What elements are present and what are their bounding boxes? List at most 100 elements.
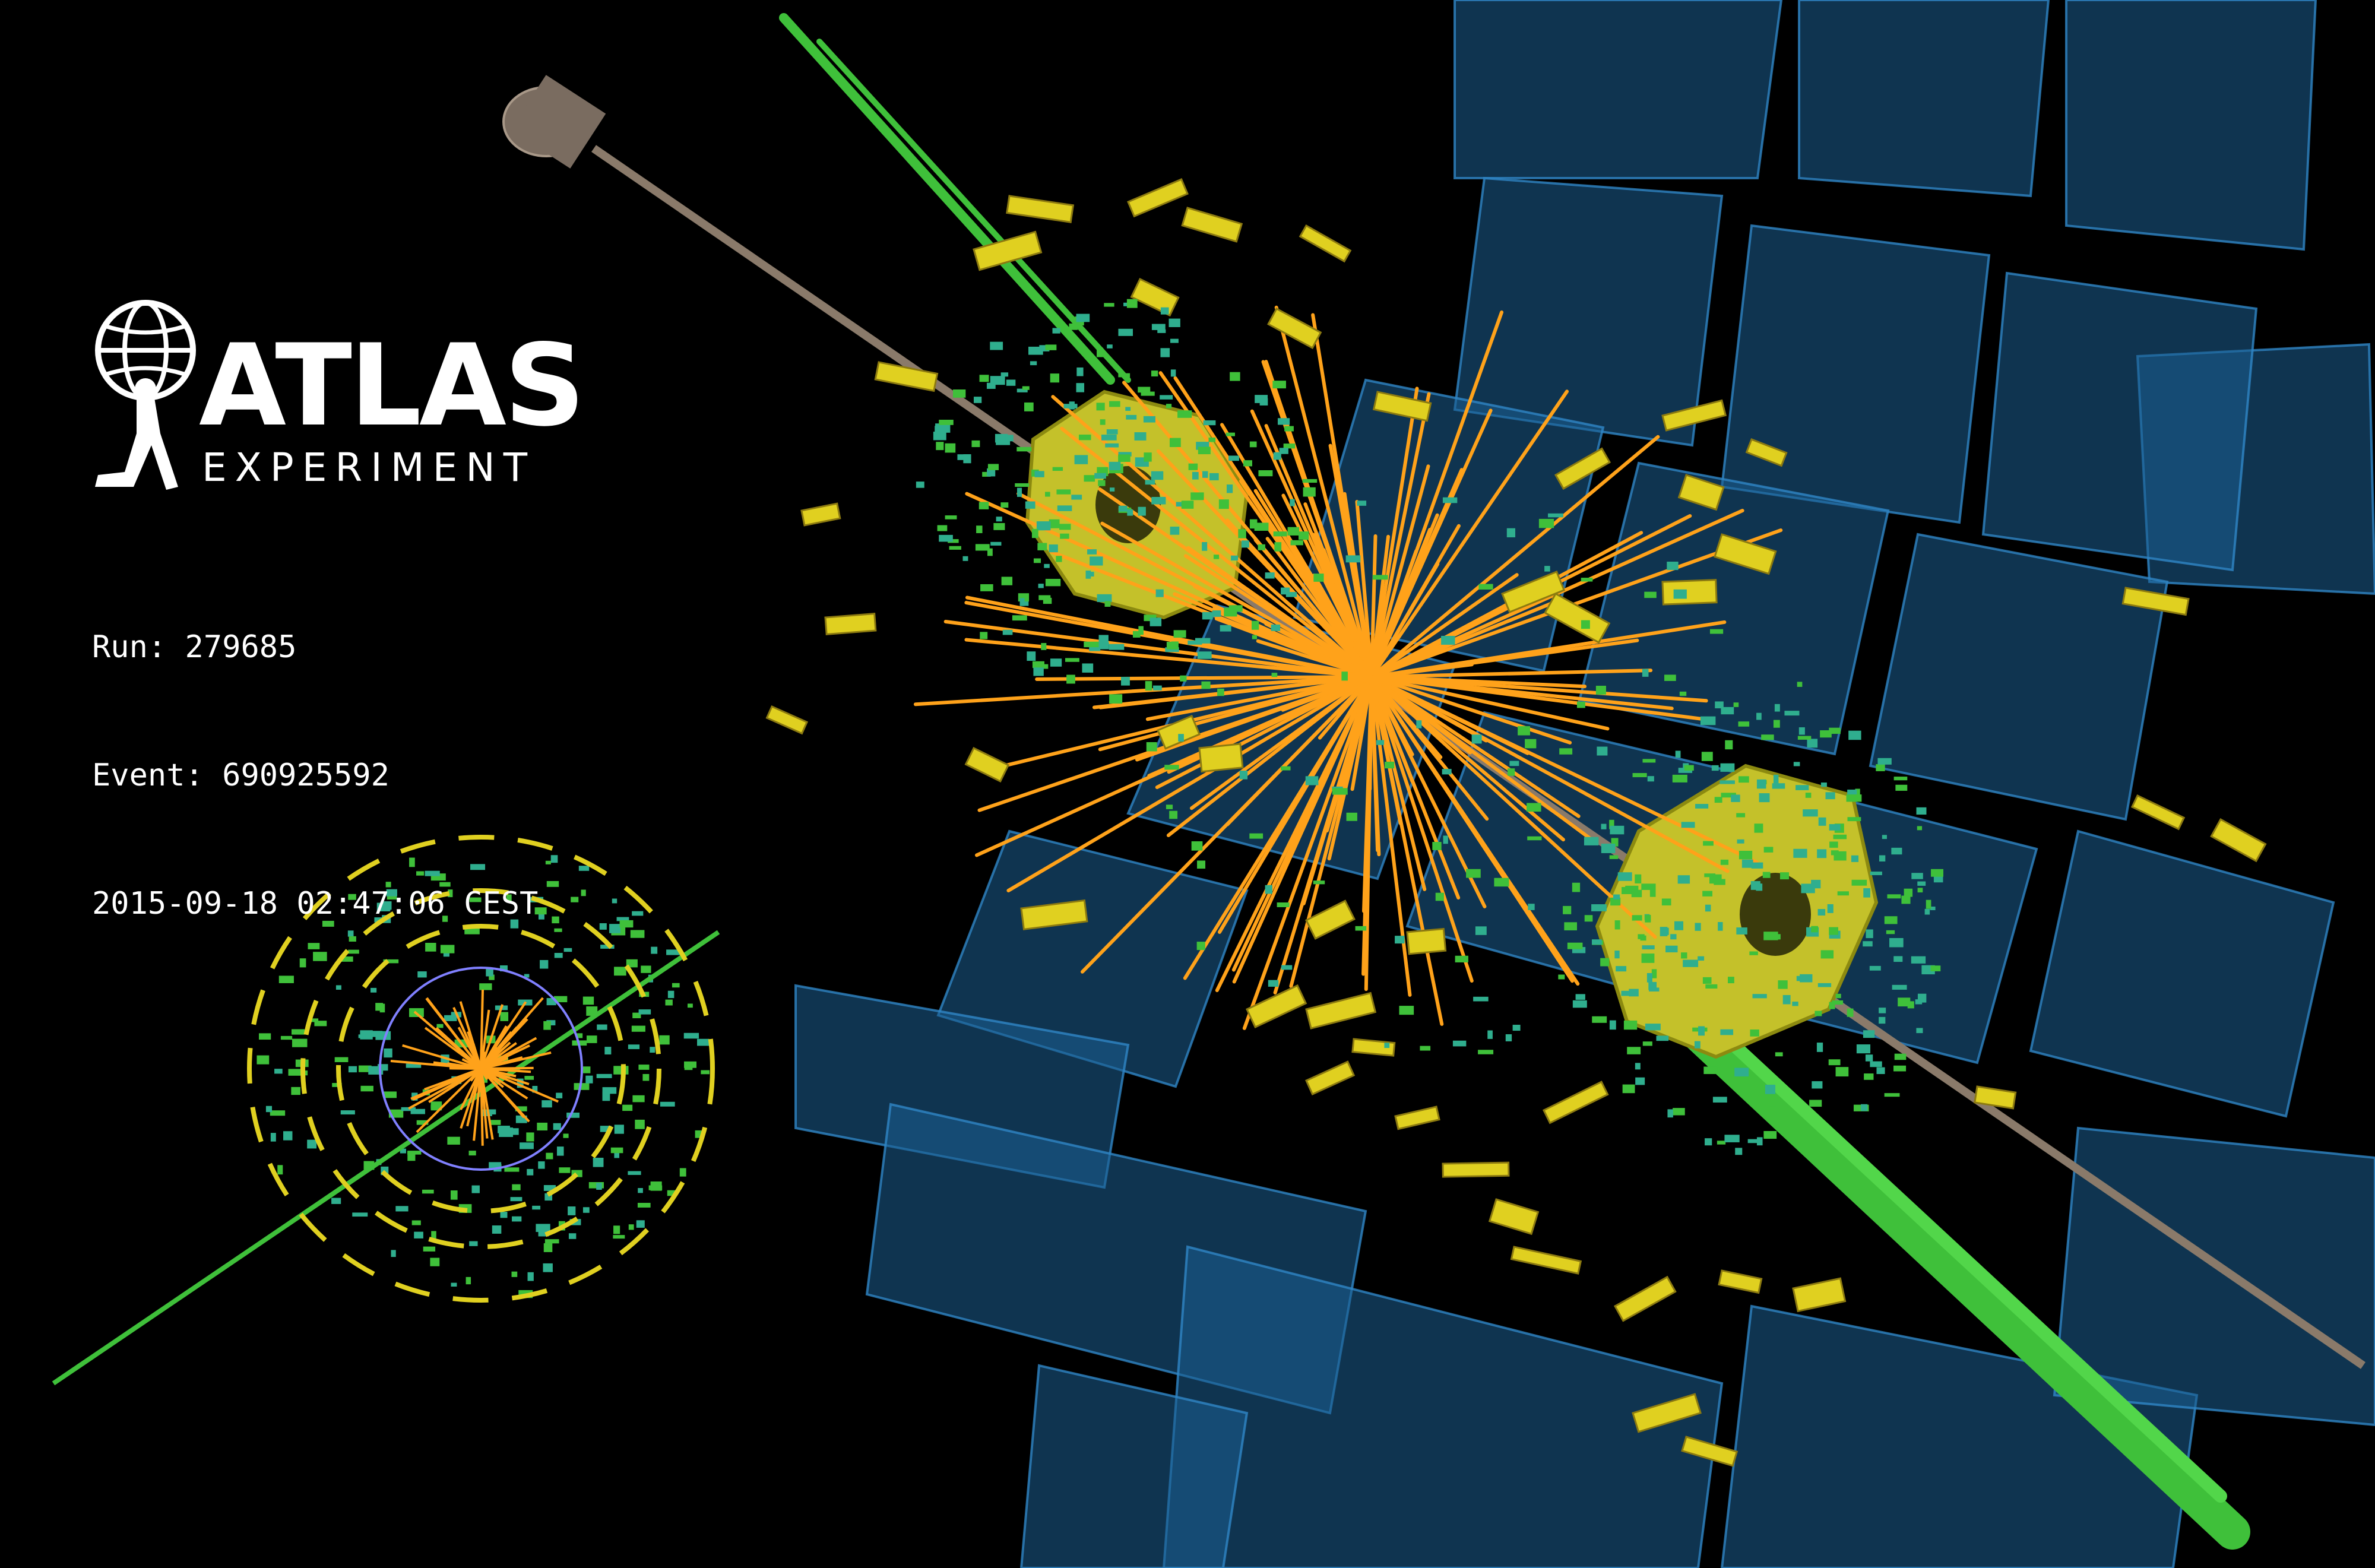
hit — [1851, 879, 1867, 886]
hit — [308, 943, 320, 949]
hit — [1303, 487, 1316, 497]
hit — [1076, 383, 1085, 392]
hit — [1738, 776, 1749, 783]
hit — [1751, 862, 1763, 869]
hit — [1759, 793, 1770, 803]
hit — [1487, 1030, 1493, 1039]
hit — [1761, 734, 1774, 740]
hit — [937, 525, 948, 531]
hit — [417, 971, 427, 978]
hit — [1034, 471, 1044, 477]
hit — [1271, 673, 1278, 677]
hit — [1814, 1011, 1822, 1016]
hit — [500, 965, 508, 972]
hit — [448, 889, 453, 898]
calorimeter-cell — [1510, 1246, 1582, 1275]
hit — [1544, 566, 1550, 572]
hit — [596, 1073, 612, 1078]
hit — [440, 945, 455, 954]
track — [1135, 675, 1373, 762]
hit — [1145, 480, 1155, 485]
hit — [1812, 1081, 1823, 1089]
hit — [511, 1271, 518, 1277]
hit — [610, 1147, 623, 1154]
hit — [414, 1231, 423, 1238]
hit — [1045, 344, 1057, 350]
calorimeter-cell — [1554, 447, 1611, 490]
hit — [1384, 1043, 1390, 1048]
event-info: Run: 279685 Event: 690925592 2015-09-18 … — [92, 540, 538, 968]
track — [1370, 389, 1569, 679]
hit — [1709, 629, 1724, 634]
hit — [1471, 734, 1482, 744]
track — [1370, 675, 1414, 783]
hit — [1090, 556, 1103, 566]
hit — [527, 1272, 534, 1281]
hit — [1033, 667, 1044, 676]
hit — [962, 556, 968, 561]
hit — [1528, 904, 1535, 910]
hit — [1567, 942, 1583, 949]
calorimeter-cell — [1501, 571, 1566, 613]
hit — [409, 857, 415, 867]
hit — [990, 376, 1005, 385]
hit — [1376, 740, 1385, 745]
hit — [1601, 823, 1607, 829]
hit — [1033, 558, 1041, 563]
hit — [1892, 984, 1907, 990]
track — [1370, 392, 1431, 679]
hit — [407, 1151, 422, 1155]
hit — [1893, 956, 1903, 962]
hit — [1684, 765, 1694, 771]
hit — [1884, 1093, 1900, 1097]
hit — [1756, 779, 1766, 789]
hit — [1118, 505, 1128, 512]
hit — [374, 917, 383, 923]
track — [1370, 675, 1565, 842]
hit — [1614, 951, 1620, 959]
hit — [381, 901, 392, 910]
track — [1370, 675, 1580, 986]
hit — [1089, 645, 1101, 651]
hit — [1041, 664, 1049, 669]
hit — [1705, 984, 1718, 989]
hit — [979, 375, 989, 382]
inset-track — [449, 1067, 482, 1070]
calorimeter-cell — [1661, 399, 1727, 432]
hit — [1714, 797, 1722, 803]
hit — [933, 432, 946, 441]
hit — [1856, 1044, 1871, 1054]
hit — [510, 1197, 522, 1202]
hit — [274, 1069, 283, 1074]
hit — [436, 1024, 444, 1028]
hit — [628, 1224, 634, 1230]
hit — [1066, 674, 1075, 684]
logo-subtitle: EXPERIMENT — [202, 445, 536, 490]
inset-track — [472, 1043, 482, 1069]
hit — [1287, 527, 1300, 536]
track — [1186, 546, 1373, 679]
track — [1189, 675, 1373, 810]
hit — [527, 1168, 534, 1176]
hit — [1733, 702, 1739, 707]
hit — [430, 1105, 440, 1109]
calorimeter-cell — [1181, 207, 1243, 243]
hit — [563, 948, 572, 952]
hit — [1738, 721, 1750, 727]
hit — [1621, 990, 1629, 996]
track — [1264, 360, 1373, 679]
hit — [1146, 742, 1157, 752]
hit — [1667, 1109, 1673, 1118]
hit — [1202, 471, 1208, 478]
track — [1145, 675, 1373, 721]
hit — [1752, 994, 1767, 999]
hit — [1592, 1016, 1607, 1023]
hit — [642, 1073, 650, 1081]
hit — [1661, 898, 1671, 906]
hit — [604, 1047, 612, 1055]
hit — [1931, 869, 1944, 877]
hit — [543, 1243, 553, 1252]
hit — [1703, 841, 1714, 846]
track — [1370, 620, 1727, 679]
hit — [1150, 617, 1162, 626]
